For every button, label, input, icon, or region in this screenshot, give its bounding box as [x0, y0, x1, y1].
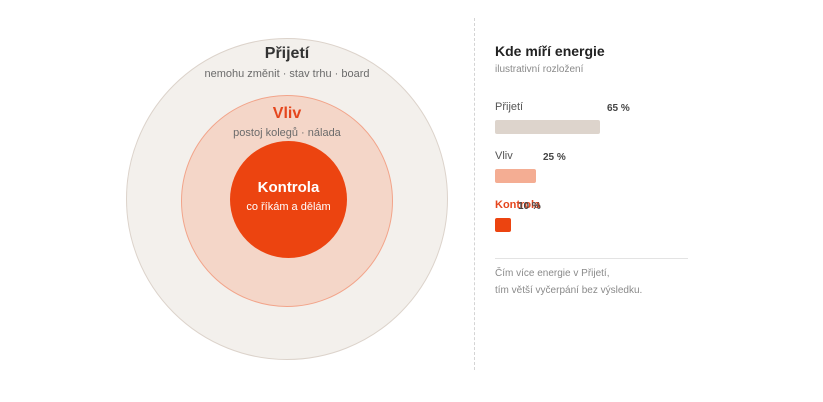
energy-row-value: 25 %: [543, 152, 566, 163]
control-circle: [230, 141, 347, 258]
energy-row-value: 65 %: [607, 103, 630, 114]
panel-divider: [474, 18, 475, 370]
energy-row-control: Kontrola 10 %: [495, 199, 695, 235]
energy-row-label: Kontrola: [495, 199, 541, 211]
energy-bar-track: [495, 120, 655, 134]
note-line: Čím více energie v Přijetí,: [495, 268, 610, 279]
energy-row-value: 10 %: [518, 201, 541, 212]
influence-circle-subtitle: postoj kolegů · nálada: [233, 127, 341, 139]
panel-subtitle: ilustrativní rozložení: [495, 64, 584, 75]
energy-row-acceptance: Přijetí 65 %: [495, 101, 695, 137]
acceptance-circle-subtitle: nemohu změnit · stav trhu · board: [204, 68, 370, 80]
energy-panel: Kde míří energie ilustrativní rozložení …: [495, 0, 695, 402]
energy-row-influence: Vliv 25 %: [495, 150, 695, 186]
energy-bar-track: [495, 218, 655, 232]
control-circle-title: Kontrola: [257, 179, 320, 196]
acceptance-circle-title: Přijetí: [264, 45, 310, 62]
control-circle-subtitle: co říkám a dělám: [246, 201, 331, 213]
note-line: tím větší vyčerpání bez výsledku.: [495, 285, 643, 296]
energy-bar: [495, 169, 536, 183]
note-separator: [495, 258, 688, 259]
energy-bar-track: [495, 169, 655, 183]
energy-bar: [495, 218, 511, 232]
energy-bar: [495, 120, 600, 134]
energy-row-label: Vliv: [495, 150, 513, 162]
energy-row-label: Přijetí: [495, 101, 524, 113]
panel-title: Kde míří energie: [495, 43, 605, 59]
influence-circle-title: Vliv: [272, 105, 302, 122]
